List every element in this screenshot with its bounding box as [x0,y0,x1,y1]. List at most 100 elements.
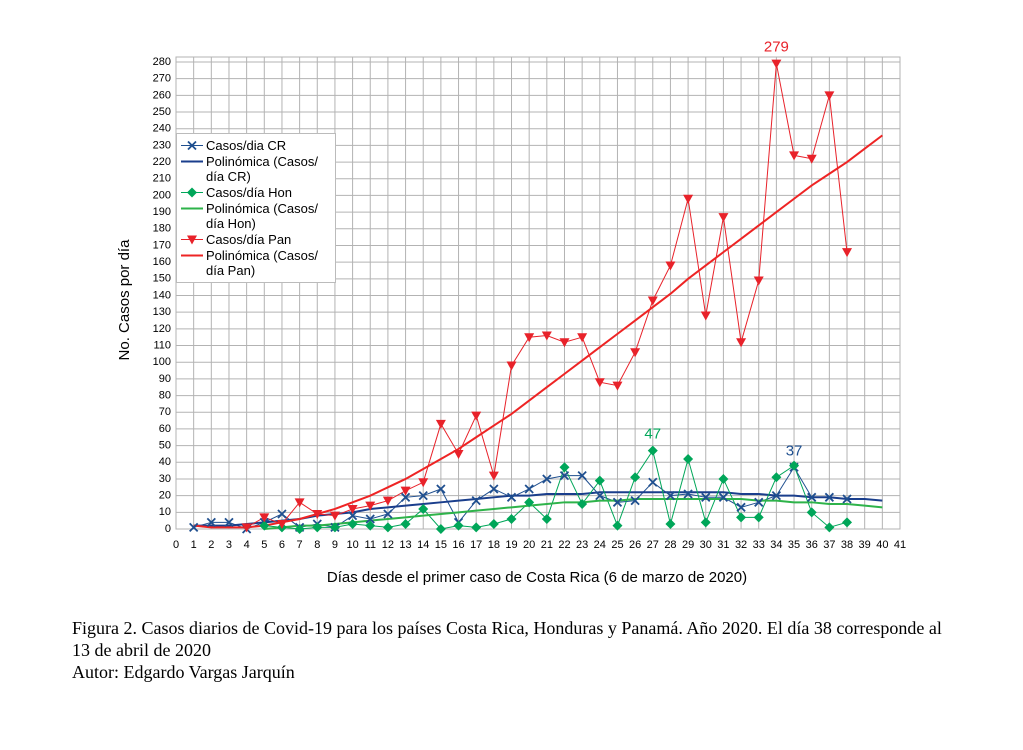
marker [471,411,482,421]
x-tick-label: 6 [279,539,285,551]
marker [277,509,287,519]
marker [612,381,623,391]
marker [489,484,499,494]
y-tick-label: 270 [153,73,171,85]
series-line [193,466,848,530]
marker [612,520,623,531]
marker [594,378,605,388]
marker [665,491,676,501]
data-label: 47 [644,426,661,443]
y-tick-label: 100 [153,356,171,368]
marker [524,484,534,494]
marker [542,474,552,484]
x-tick-label: 2 [208,539,214,551]
marker [824,522,835,533]
y-tick-label: 250 [153,106,171,118]
y-tick-label: 230 [153,139,171,151]
x-tick-label: 29 [682,539,694,551]
x-tick-label: 34 [770,539,782,551]
y-tick-label: 110 [153,339,171,351]
marker [630,496,640,506]
marker [347,511,358,521]
x-tick-label: 9 [332,539,338,551]
x-tick-label: 11 [365,539,376,551]
legend-entry: Casos/día Pan [177,232,335,247]
x-tick-label: 15 [435,539,447,551]
legend-label: Casos/dia CR [206,138,287,153]
x-tick-label: 37 [823,539,835,551]
x-tick-label: 41 [894,539,906,551]
marker [736,338,747,348]
legend-label: Polinómica (Casos/ día Pan) [206,248,318,278]
y-tick-label: 140 [153,289,171,301]
marker [453,520,464,531]
x-tick-label: 31 [717,539,729,551]
caption: Figura 2. Casos diarios de Covid-19 para… [72,618,942,660]
x-tick-label: 30 [700,539,712,551]
data-label: 279 [764,39,789,56]
marker [418,491,428,501]
marker [595,491,605,501]
chart: No. Casos por día Días desde el primer c… [116,39,906,586]
marker [259,520,270,531]
marker [789,151,800,161]
marker [541,513,552,524]
x-tick-label: 22 [558,539,570,551]
x-tick-label: 0 [173,539,179,551]
y-tick-label: 260 [153,89,171,101]
x-tick-label: 26 [629,539,641,551]
marker [577,470,587,481]
y-tick-label: 50 [159,440,171,452]
marker [559,462,570,473]
marker [347,504,358,514]
marker [736,512,747,523]
marker [488,518,499,529]
legend: Casos/dia CR Polinómica (Casos/ día CR) Ca… [176,133,336,283]
marker [435,524,446,534]
y-tick-label: 30 [159,473,171,485]
x-tick-label: 25 [611,539,623,551]
marker [506,513,517,524]
marker [806,154,817,164]
legend-swatch [181,187,203,198]
legend-label: Polinómica (Casos/ día Hon) [206,201,318,231]
marker [771,491,782,501]
x-tick-label: 38 [841,539,853,551]
marker [400,518,411,529]
marker [753,276,764,286]
y-tick-label: 0 [165,523,171,535]
marker [771,59,782,69]
x-tick-label: 10 [346,539,358,551]
marker [329,522,340,533]
marker [383,509,393,519]
marker [259,513,270,523]
x-tick-label: 8 [314,539,320,551]
y-tick-label: 90 [159,373,171,385]
marker [312,509,323,519]
legend-entry: Polinómica (Casos/ día CR) [177,154,335,184]
marker [594,475,605,486]
x-tick-label: 23 [576,539,588,551]
x-tick-label: 24 [594,539,606,551]
marker [312,522,323,533]
marker [612,497,623,507]
x-tick-label: 36 [806,539,818,551]
marker [187,140,197,151]
x-tick-label: 21 [541,539,553,551]
y-tick-label: 150 [153,273,171,285]
marker [276,519,287,529]
marker [577,498,588,509]
y-tick-label: 280 [153,56,171,68]
marker [524,333,535,343]
x-tick-label: 5 [261,539,267,551]
marker [187,187,197,198]
marker [700,517,711,528]
marker [754,497,764,507]
marker [347,518,358,529]
y-tick-label: 180 [153,223,171,235]
marker [524,497,535,508]
x-tick-label: 12 [382,539,394,551]
marker [241,523,252,533]
marker [718,492,729,502]
